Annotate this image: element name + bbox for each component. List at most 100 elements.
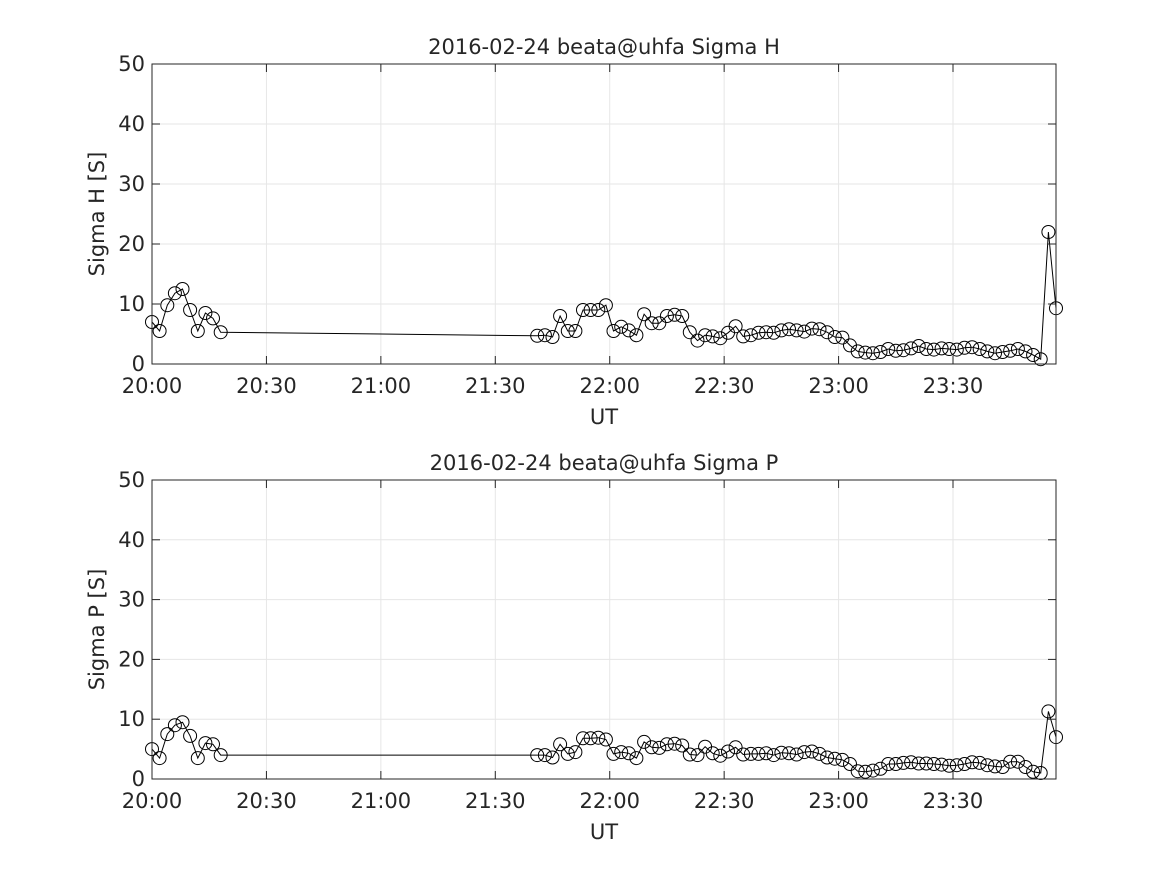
data-point: [835, 752, 850, 767]
data-point: [675, 738, 690, 753]
data-point: [637, 307, 652, 322]
data-point: [850, 764, 865, 779]
data-point: [583, 731, 598, 746]
data-point: [659, 737, 674, 752]
data-point: [568, 324, 583, 338]
data-point: [560, 324, 575, 338]
data-point: [682, 325, 697, 340]
data-point: [198, 736, 213, 751]
data-point: [949, 758, 964, 773]
data-point: [198, 306, 213, 320]
y-tick-label: 30: [118, 172, 145, 196]
y-tick-label: 0: [132, 352, 145, 376]
data-point: [965, 340, 980, 355]
y-tick-label: 0: [132, 767, 145, 791]
data-point: [183, 728, 198, 743]
sigma-h-panel: 20:00 20:30 21:00 21:30 22:00 22:30 23:00 23:30…: [85, 35, 1063, 429]
data-point: [160, 298, 175, 313]
data-point: [568, 745, 583, 760]
data-point: [988, 759, 1002, 774]
data-point: [713, 748, 728, 763]
x-tick-label: 20:00: [122, 789, 183, 813]
data-point: [972, 342, 987, 356]
data-point: [804, 744, 819, 759]
x-tick-label: 20:30: [236, 374, 297, 398]
data-point: [934, 341, 949, 356]
data-point: [1041, 704, 1056, 719]
data-point: [621, 746, 636, 761]
data-point: [644, 316, 659, 331]
data-point: [888, 757, 903, 771]
data-point: [1003, 343, 1018, 358]
data-point: [995, 760, 1010, 774]
data-point: [949, 342, 964, 357]
data-point: [759, 325, 774, 340]
data-point: [1018, 344, 1033, 359]
data-point: [614, 745, 629, 760]
data-point: [721, 744, 735, 759]
data-point: [530, 328, 545, 343]
data-point: [621, 323, 636, 338]
data-point: [152, 751, 167, 766]
axes-box: [151, 63, 1057, 365]
data-point: [629, 751, 644, 766]
data-point: [995, 345, 1010, 359]
x-tick-label: 22:00: [579, 374, 640, 398]
data-point: [213, 325, 228, 340]
data-point: [759, 746, 774, 761]
data-point: [637, 734, 652, 749]
data-point: [175, 282, 190, 296]
data-point: [705, 329, 720, 344]
x-tick-label: 23:30: [923, 789, 984, 813]
data-point: [728, 740, 743, 755]
data-point: [827, 751, 842, 766]
data-point: [190, 751, 205, 766]
y-tick-label: 20: [118, 647, 145, 671]
data-point: [576, 303, 590, 317]
y-tick-label: 10: [118, 292, 145, 316]
x-tick-label: 23:00: [808, 374, 869, 398]
y-tick-label: 10: [118, 707, 145, 731]
data-point: [843, 757, 857, 771]
data-point: [827, 330, 842, 344]
data-point: [934, 757, 949, 772]
data-point: [1026, 764, 1041, 779]
plot-area: [152, 64, 1056, 364]
data-point: [606, 746, 621, 761]
data-point: [659, 309, 674, 323]
data-point: [766, 325, 781, 340]
data-point: [553, 309, 568, 323]
x-tick-label: 22:30: [694, 789, 755, 813]
data-point: [591, 730, 606, 745]
data-point: [774, 745, 789, 760]
data-point: [850, 344, 865, 359]
data-point: [206, 311, 220, 326]
data-point: [167, 718, 182, 733]
data-point: [888, 343, 903, 358]
data-point: [1010, 754, 1025, 769]
x-axis-label: UT: [590, 405, 618, 429]
x-tick-label: 20:00: [122, 374, 183, 398]
data-point: [576, 731, 590, 746]
data-point: [675, 309, 690, 323]
data-point: [1026, 348, 1041, 362]
data-point: [1010, 342, 1025, 356]
y-tick-label: 50: [118, 468, 145, 492]
data-point: [728, 319, 743, 334]
data-point: [698, 328, 713, 343]
data-point: [705, 746, 720, 761]
data-point: [911, 339, 926, 353]
data-point: [980, 758, 995, 773]
x-tick-label: 21:30: [465, 374, 526, 398]
data-point: [919, 756, 934, 771]
data-point: [183, 303, 198, 317]
data-point: [896, 755, 911, 770]
data-point: [782, 746, 796, 761]
x-tick-label: 20:30: [236, 789, 297, 813]
data-point: [583, 303, 598, 317]
data-point: [1018, 760, 1033, 774]
data-point: [713, 331, 728, 346]
y-tick-label: 40: [118, 112, 145, 136]
x-tick-label: 23:00: [808, 789, 869, 813]
